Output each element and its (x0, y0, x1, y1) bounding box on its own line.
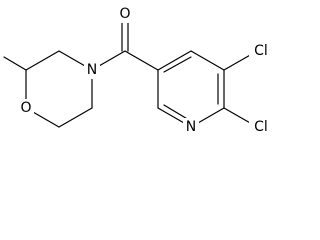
bond (223, 107, 253, 125)
bond (124, 50, 159, 71)
pyridine-ring (157, 50, 253, 128)
bond (223, 53, 253, 71)
atom-label: O (119, 6, 130, 22)
atom-label: O (20, 100, 31, 116)
page: {"atoms": {"carbonyl_oxygen": "O", "morp… (3, 5, 271, 136)
atom-label: N (186, 119, 196, 135)
label-background (183, 118, 199, 136)
label-background (249, 42, 271, 60)
label-background (117, 5, 133, 23)
bond (58, 107, 93, 128)
label-background (249, 118, 271, 136)
label-background (18, 99, 34, 117)
label-background (84, 61, 100, 79)
atom-label: Cl (254, 119, 268, 135)
bond (157, 50, 192, 71)
atom-label: Cl (254, 43, 268, 59)
atom-label: N (87, 62, 97, 78)
bond (25, 50, 60, 71)
atom-labels: O N O N Cl Cl (18, 5, 271, 136)
bond (190, 50, 225, 71)
methyl-bond (3, 56, 27, 71)
aromatic-bond (163, 56, 192, 73)
aromatic-bond (163, 104, 190, 121)
molecule-diagram: O N O N Cl Cl (3, 5, 271, 136)
morpholine-ring (3, 50, 93, 128)
